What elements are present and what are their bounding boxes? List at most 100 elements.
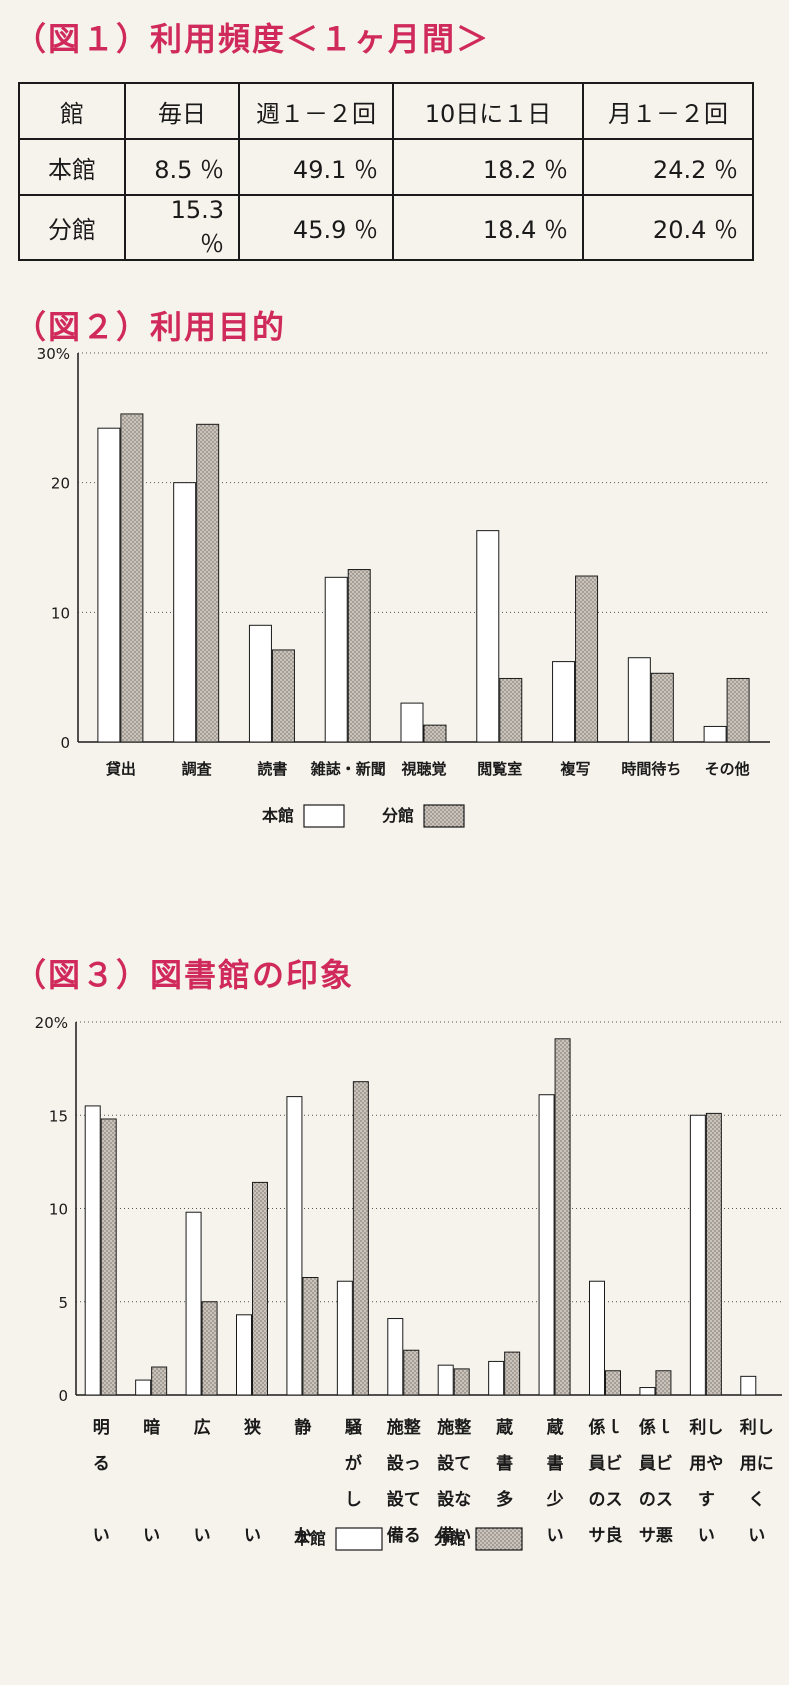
x-tick-label: 多	[496, 1489, 513, 1510]
bar-bunkan	[705, 1112, 722, 1396]
bar-honkan	[552, 661, 576, 743]
x-tick-label: 設て	[437, 1453, 471, 1474]
table-cell: 20.4 ％	[582, 194, 754, 261]
table-cell: 18.4 ％	[392, 194, 584, 261]
y-tick-label: 10	[49, 1201, 68, 1219]
fig1-title: （図１）利用頻度＜１ヶ月間＞	[14, 20, 491, 58]
legend-swatch-honkan	[335, 1527, 383, 1551]
y-tick-label: 10	[51, 604, 70, 622]
bar-honkan	[185, 1211, 202, 1396]
x-tick-label: 係ｌ	[639, 1417, 673, 1438]
table-header: 館	[18, 82, 126, 140]
x-tick-label: い	[547, 1526, 564, 1546]
y-tick-label: 15	[49, 1107, 68, 1125]
bar-honkan	[173, 482, 197, 743]
x-tick-label: サ悪	[639, 1526, 673, 1546]
bar-honkan	[639, 1387, 656, 1396]
legend-label-honkan: 本館	[262, 806, 294, 825]
x-tick-label: 貸出	[106, 760, 136, 778]
bar-bunkan	[655, 1370, 672, 1396]
row-label: 本館	[18, 138, 126, 196]
bar-bunkan	[201, 1301, 218, 1396]
x-tick-label: 少	[546, 1490, 564, 1510]
x-tick-label: 広	[194, 1417, 211, 1438]
x-tick-label: 時間待ち	[621, 760, 681, 778]
table-header-row: 館 毎日 週１－２回 10日に１日 月１－２回	[18, 82, 754, 140]
table-header: 月１－２回	[582, 82, 754, 140]
bar-bunkan	[504, 1351, 521, 1396]
x-tick-label: 係ｌ	[589, 1417, 623, 1438]
x-tick-label: 備る	[387, 1525, 421, 1546]
fig2-title: （図２）利用目的	[14, 308, 287, 346]
y-tick-label: 20	[51, 475, 70, 493]
x-tick-label: 暗	[143, 1417, 160, 1438]
x-tick-label: 書	[547, 1453, 564, 1474]
x-tick-label: のス	[639, 1490, 673, 1510]
x-tick-label: 静	[294, 1417, 311, 1438]
bar-honkan	[538, 1094, 555, 1396]
y-tick-label: 5	[58, 1294, 68, 1312]
table-row: 分館 15.3 ％ 45.9 ％ 18.4 ％ 20.4 ％	[18, 194, 754, 261]
bar-bunkan	[271, 649, 295, 743]
bar-honkan	[387, 1318, 404, 1396]
x-tick-label: 用や	[689, 1454, 723, 1474]
legend-label-honkan: 本館	[294, 1529, 326, 1548]
x-tick-label: サ良	[589, 1525, 623, 1546]
legend-swatch-honkan	[303, 804, 345, 828]
x-tick-label: 員ビ	[588, 1454, 623, 1474]
x-tick-label: 騒	[345, 1418, 363, 1438]
bar-bunkan	[453, 1368, 470, 1396]
x-tick-label: 利し	[740, 1417, 774, 1438]
y-tick-label: 0	[58, 1387, 68, 1405]
x-tick-label: い	[244, 1526, 261, 1546]
frequency-table: 館 毎日 週１－２回 10日に１日 月１－２回 本館 8.5 ％ 49.1 ％ …	[18, 82, 754, 261]
bar-bunkan	[196, 423, 220, 743]
table-cell: 24.2 ％	[582, 138, 754, 196]
bar-bunkan	[151, 1366, 168, 1396]
row-label: 分館	[18, 194, 126, 261]
fig3-title: （図３）図書館の印象	[14, 956, 355, 994]
y-tick-label: 30%	[37, 345, 70, 363]
bar-bunkan	[352, 1081, 369, 1396]
bar-honkan	[236, 1314, 252, 1396]
bar-honkan	[589, 1280, 605, 1396]
x-tick-label: 明	[93, 1418, 110, 1438]
x-tick-label: い	[748, 1526, 765, 1546]
x-tick-label: く	[748, 1490, 765, 1510]
bar-honkan	[248, 624, 272, 743]
x-tick-label: 設て	[387, 1489, 421, 1510]
x-tick-label: のス	[589, 1490, 623, 1510]
bar-bunkan	[403, 1349, 420, 1396]
bar-bunkan	[302, 1277, 319, 1396]
x-tick-label: 施整	[387, 1417, 421, 1438]
y-tick-label: 20%	[35, 1014, 68, 1032]
legend-label-bunkan: 分館	[434, 1529, 466, 1548]
bar-bunkan	[252, 1181, 268, 1396]
legend-swatch-bunkan	[475, 1527, 523, 1551]
x-tick-label: 利し	[689, 1417, 723, 1438]
bar-bunkan	[554, 1038, 571, 1396]
x-tick-label: 設な	[437, 1489, 471, 1510]
bar-bunkan	[499, 677, 523, 743]
x-tick-label: 調査	[182, 760, 213, 778]
bar-honkan	[97, 427, 121, 743]
x-tick-label: 蔵	[496, 1417, 513, 1438]
bar-honkan	[703, 725, 727, 743]
bar-bunkan	[120, 413, 144, 743]
bar-honkan	[437, 1364, 454, 1396]
bar-bunkan	[100, 1118, 117, 1396]
x-tick-label: が	[345, 1453, 362, 1474]
bar-honkan	[84, 1105, 101, 1396]
x-tick-label: 備い	[437, 1525, 471, 1546]
table-header: 週１－２回	[238, 82, 394, 140]
bar-bunkan	[575, 575, 599, 743]
bar-bunkan	[726, 677, 750, 743]
x-tick-label: 読書	[257, 760, 287, 778]
x-tick-label: 設っ	[387, 1453, 421, 1474]
x-tick-label: い	[143, 1526, 160, 1546]
bar-honkan	[324, 576, 348, 743]
x-tick-label: る	[93, 1454, 110, 1474]
x-tick-label: 用に	[740, 1454, 774, 1474]
table-cell: 45.9 ％	[238, 194, 394, 261]
x-tick-label: 施整	[437, 1417, 471, 1438]
